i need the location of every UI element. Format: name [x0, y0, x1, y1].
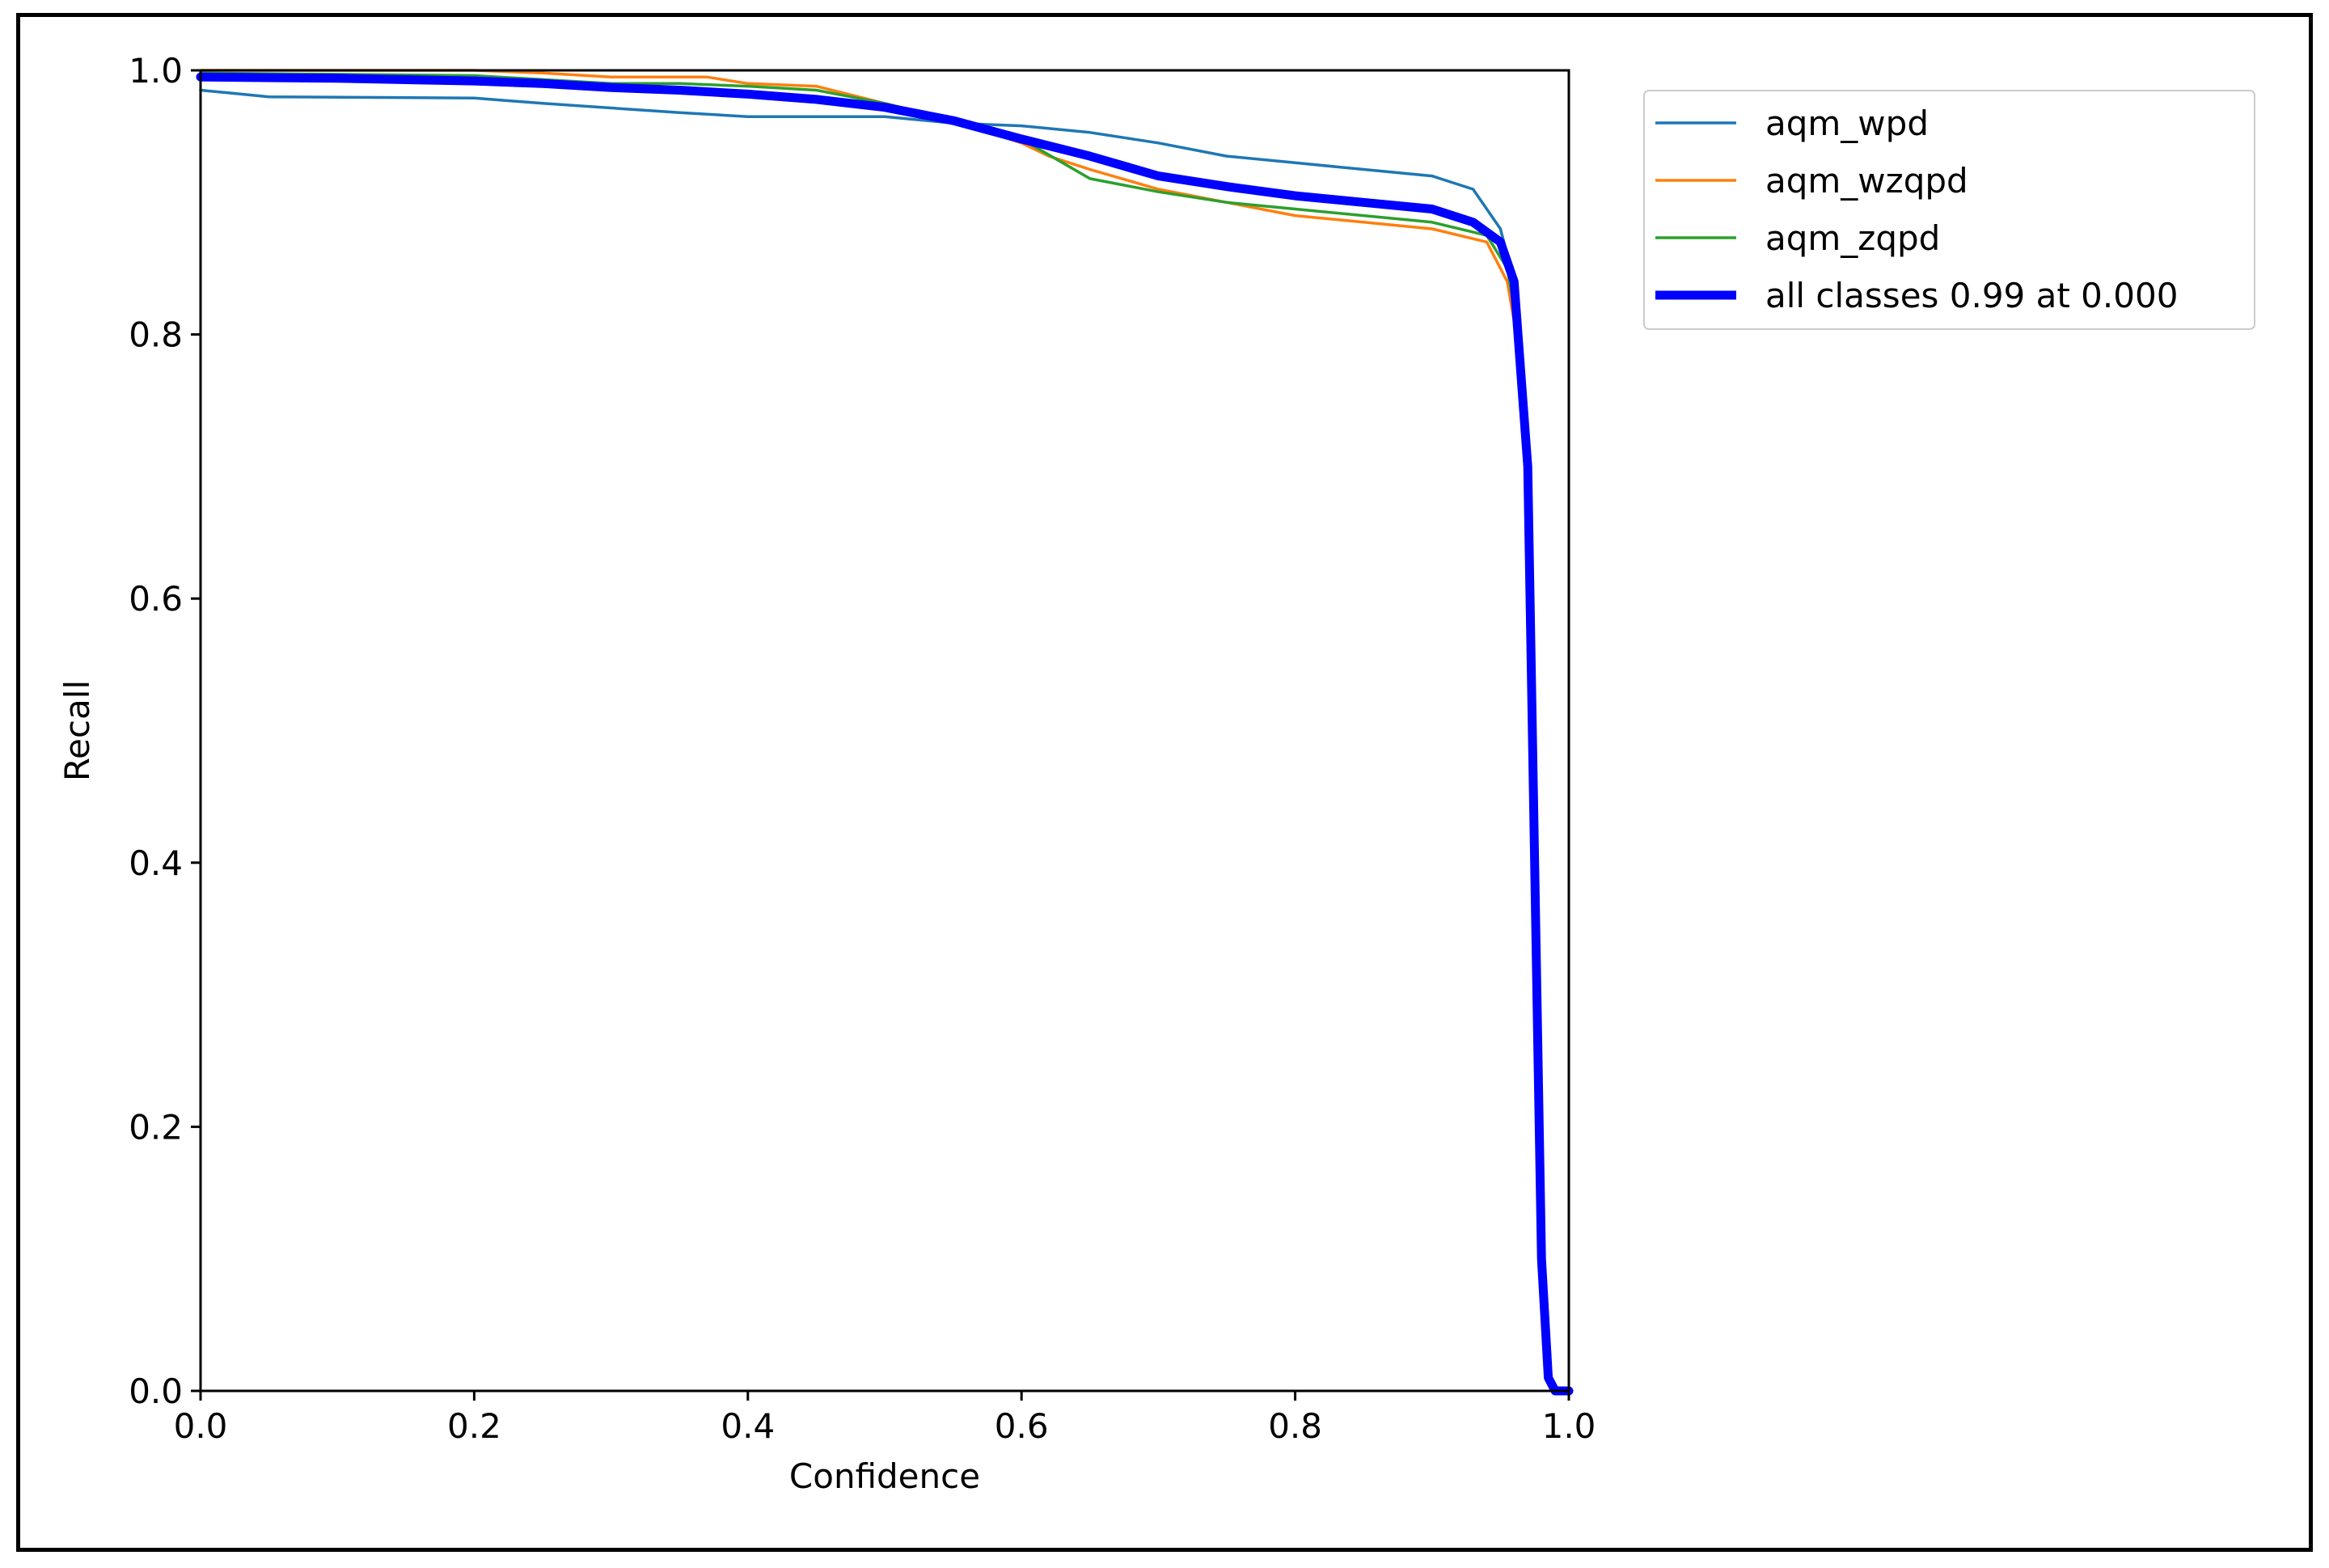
series-line-aqm-wzqpd — [199, 69, 1570, 1393]
y-tick-label: 0.8 — [129, 315, 183, 355]
series-line-aqm-zqpd — [199, 71, 1570, 1393]
x-tick-label: 0.8 — [1268, 1406, 1322, 1446]
x-tick-label: 0.2 — [447, 1406, 501, 1446]
plot-lines — [196, 69, 1574, 1396]
x-tick-label: 0.6 — [995, 1406, 1049, 1446]
y-tick-label: 0.2 — [129, 1107, 183, 1147]
y-tick-label: 0.4 — [129, 843, 183, 883]
legend-label: aqm_wpd — [1765, 104, 1929, 143]
y-axis-label: Recall — [57, 680, 97, 781]
x-tick-label: 0.4 — [721, 1406, 775, 1446]
legend-label: aqm_wzqpd — [1765, 161, 1968, 201]
x-axis-label: Confidence — [789, 1456, 980, 1496]
legend-label: aqm_zqpd — [1765, 218, 1940, 258]
x-tick-label: 1.0 — [1542, 1406, 1596, 1446]
legend-label: all classes 0.99 at 0.000 — [1765, 276, 2178, 315]
series-line-aqm-wpd — [199, 88, 1570, 1393]
plot-area-frame — [199, 69, 1570, 1393]
y-axis-ticks: 0.0 0.2 0.4 0.6 0.8 1.0 — [129, 51, 201, 1411]
y-tick-label: 0.6 — [129, 579, 183, 619]
x-tick-label: 0.0 — [174, 1406, 228, 1446]
legend-box — [1643, 90, 2255, 330]
x-axis-ticks: 0.0 0.2 0.4 0.6 0.8 1.0 — [174, 1391, 1596, 1446]
y-tick-label: 1.0 — [129, 51, 183, 91]
series-line-all-classes-0-99-at-0-000 — [196, 72, 1574, 1396]
y-tick-label: 0.0 — [129, 1371, 183, 1411]
